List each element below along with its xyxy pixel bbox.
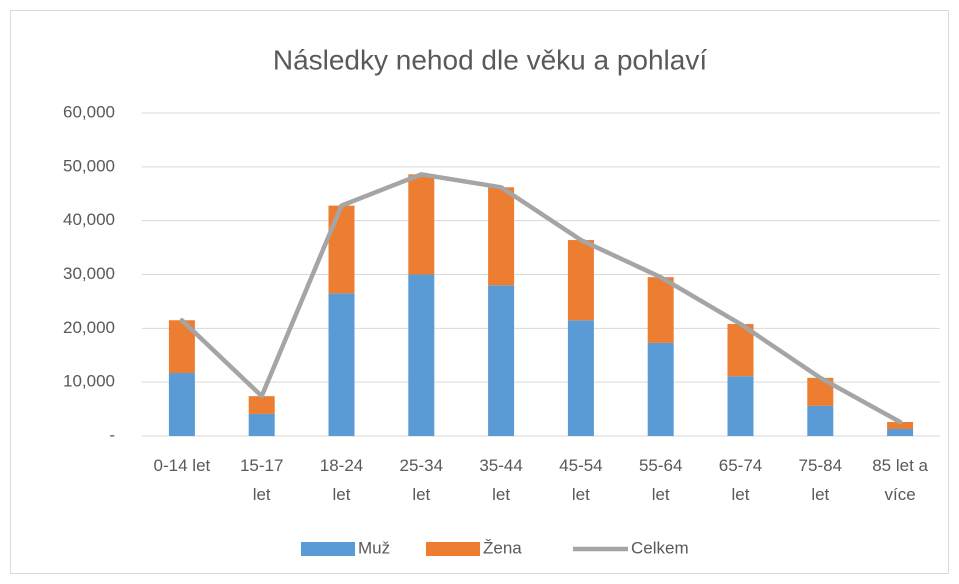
bar [727, 376, 754, 436]
y-tick-label: 40,000 [63, 210, 115, 229]
x-tick-label: 15-17 let [240, 456, 283, 504]
bar [328, 293, 355, 436]
x-tick-label: 35-44 let [479, 456, 522, 504]
bar [488, 285, 515, 436]
bar [567, 320, 594, 436]
bar [887, 422, 914, 430]
bar [647, 342, 674, 436]
line [179, 172, 903, 425]
x-tick-label: 25-34 let [400, 456, 443, 504]
bar [807, 405, 834, 436]
legend-label: Celkem [631, 538, 689, 557]
y-tick-label: - [109, 425, 115, 444]
bar [248, 396, 275, 414]
legend-label: Muž [358, 538, 390, 557]
legend-swatch [301, 542, 355, 556]
bar [488, 187, 515, 286]
x-tick-label: 0-14 let [154, 456, 211, 475]
x-tick-label: 75-84 let [799, 456, 842, 504]
bar [328, 205, 355, 294]
y-tick-label: 20,000 [63, 318, 115, 337]
y-tick-label: 30,000 [63, 264, 115, 283]
chart-border [10, 10, 949, 574]
bar [727, 324, 754, 377]
y-tick-label: 50,000 [63, 156, 115, 175]
y-tick-label: 10,000 [63, 372, 115, 391]
x-tick-label: 85 let a více [872, 456, 928, 504]
x-tick-label: 45-54 let [559, 456, 602, 504]
x-tick-label: 18-24 let [320, 456, 363, 504]
bar [567, 240, 594, 321]
y-tick-label: 60,000 [63, 102, 115, 121]
chart-title: Následky nehod dle věku a pohlaví [273, 44, 708, 75]
bar [168, 373, 195, 436]
x-tick-label: 55-64 let [639, 456, 682, 504]
legend-label: Žena [483, 538, 522, 557]
bar [647, 277, 674, 343]
bar [408, 174, 435, 275]
bar [408, 274, 435, 436]
bar [887, 429, 914, 436]
legend-swatch [426, 542, 480, 556]
bar [248, 413, 275, 436]
x-tick-label: 65-74 let [719, 456, 762, 504]
